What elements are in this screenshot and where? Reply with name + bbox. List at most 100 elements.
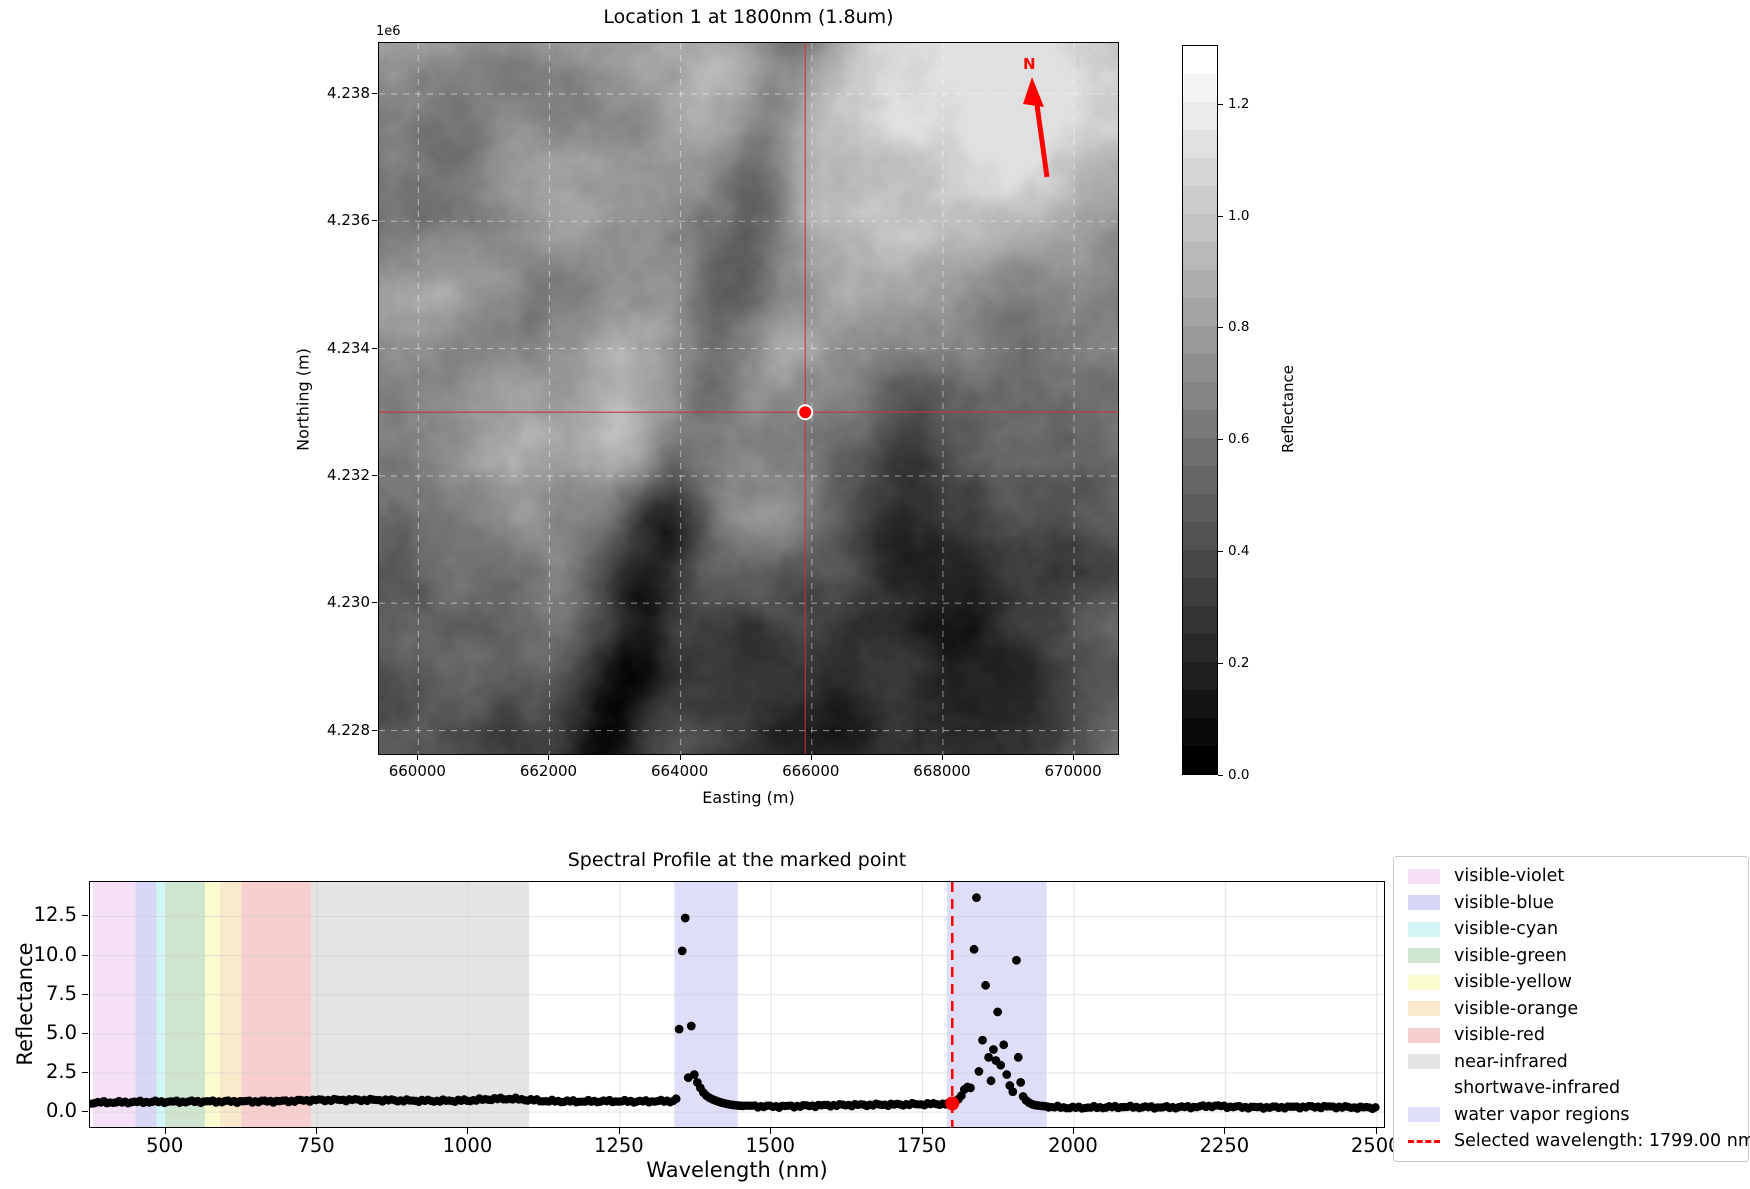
colorbar-label: Reflectance: [1279, 365, 1297, 453]
legend-item-label: near-infrared: [1454, 1051, 1568, 1072]
map-x-tick-mark: [679, 755, 681, 760]
spectral-plot: [89, 881, 1385, 1128]
legend-swatch-icon: [1408, 1001, 1440, 1017]
map-x-tick-mark: [810, 755, 812, 760]
colorbar-tick-label: 0.4: [1228, 543, 1250, 560]
map-y-tick-label: 4.228: [327, 720, 370, 739]
map-grayscale-image: [379, 43, 1118, 754]
colorbar-tick-mark: [1218, 551, 1223, 553]
band-near-infrared: [311, 882, 530, 1127]
spectral-x-tick-mark: [467, 1128, 469, 1134]
colorbar-tick-mark: [1218, 775, 1223, 776]
legend-item: visible-cyan: [1394, 916, 1748, 943]
map-x-tick-label: 660000: [388, 762, 446, 780]
spectral-ylabel: Reflectance: [13, 942, 37, 1066]
legend-item-label: visible-cyan: [1454, 919, 1559, 940]
legend-item: water vapor regions: [1394, 1102, 1748, 1129]
map-y-tick-label: 4.234: [327, 338, 370, 357]
legend-item: visible-blue: [1394, 890, 1748, 917]
spectral-x-tick-label: 2000: [1048, 1134, 1098, 1157]
legend-item-label: visible-violet: [1454, 866, 1565, 887]
map-x-tick-mark: [548, 755, 550, 760]
map-gridlines: [379, 43, 1118, 754]
spectral-gridlines: [90, 882, 1384, 1127]
legend-dashed-line-icon: [1408, 1139, 1440, 1143]
spectral-y-tick-mark: [82, 1071, 88, 1073]
legend-item: visible-green: [1394, 943, 1748, 970]
map-y-tick-mark: [372, 729, 377, 731]
spectral-y-tick-label: 5.0: [45, 1020, 77, 1044]
spectral-x-tick-label: 2250: [1199, 1134, 1250, 1157]
colorbar-tick-label: 0.0: [1228, 767, 1250, 783]
legend-item-label: visible-green: [1454, 945, 1567, 966]
legend-item-label: water vapor regions: [1454, 1104, 1630, 1125]
north-label: N: [1023, 55, 1036, 73]
legend-item: visible-yellow: [1394, 969, 1748, 996]
band-water-vapor-regions: [674, 882, 738, 1127]
selected-point-dot: [945, 1096, 960, 1111]
spectral-y-tick-label: 0.0: [45, 1099, 77, 1123]
band-visible-violet: [93, 882, 136, 1127]
legend-item-label: visible-yellow: [1454, 972, 1572, 993]
band-visible-green: [165, 882, 206, 1127]
map-image-plot: N: [378, 42, 1119, 755]
map-y-offset-label: 1e6: [376, 24, 401, 39]
spectral-x-tick-label: 1000: [442, 1134, 493, 1157]
map-overlay: N: [379, 43, 1118, 754]
map-xlabel: Easting (m): [702, 788, 795, 807]
marker-crosshair: [379, 43, 1118, 754]
colorbar-tick-mark: [1218, 215, 1223, 217]
map-x-tick-mark: [417, 755, 419, 760]
colorbar: [1182, 45, 1218, 775]
spectral-title: Spectral Profile at the marked point: [567, 849, 907, 871]
map-x-tick-label: 662000: [519, 762, 578, 780]
map-title: Location 1 at 1800nm (1.8um): [603, 6, 894, 28]
map-y-tick-mark: [372, 474, 377, 476]
spectral-y-tick-mark: [82, 915, 88, 917]
spectral-x-tick-mark: [1375, 1128, 1377, 1134]
legend-item-label: visible-red: [1454, 1025, 1545, 1046]
band-visible-red: [241, 882, 312, 1127]
legend-item: Selected wavelength: 1799.00 nm: [1394, 1128, 1750, 1155]
colorbar-tick-label: 0.6: [1228, 431, 1250, 448]
colorbar-tick-label: 1.2: [1228, 95, 1250, 112]
legend-item-label: Selected wavelength: 1799.00 nm: [1454, 1131, 1750, 1152]
colorbar-tick-label: 0.2: [1228, 655, 1250, 672]
wavelength-bands: [93, 882, 1377, 1127]
band-visible-orange: [220, 882, 242, 1127]
map-y-tick-mark: [372, 220, 377, 222]
map-y-tick-label: 4.238: [327, 83, 370, 102]
spectral-x-tick-label: 2500: [1350, 1134, 1401, 1157]
spectral-x-tick-label: 1250: [594, 1134, 644, 1157]
spectral-y-tick-mark: [82, 1032, 88, 1034]
map-x-tick-label: 664000: [651, 762, 709, 780]
legend-swatch-icon: [1408, 1080, 1440, 1096]
map-x-tick-mark: [941, 755, 943, 760]
spectral-y-tick-label: 2.5: [45, 1059, 77, 1083]
map-y-tick-mark: [372, 602, 377, 604]
legend-item: visible-red: [1394, 1022, 1748, 1049]
map-ylabel: Northing (m): [293, 348, 313, 451]
spectral-x-tick-mark: [1224, 1128, 1226, 1134]
legend-swatch-icon: [1408, 1107, 1440, 1123]
spectral-x-tick-mark: [770, 1128, 772, 1134]
map-y-tick-label: 4.230: [327, 593, 370, 612]
legend-swatch-icon: [1408, 868, 1440, 884]
map-y-tick-label: 4.232: [327, 465, 370, 484]
north-arrow-icon: N: [1023, 55, 1050, 178]
map-x-tick-mark: [1073, 755, 1075, 760]
colorbar-tick-mark: [1218, 439, 1223, 441]
map-x-tick-label: 666000: [782, 762, 840, 780]
spectral-plot-svg: [90, 882, 1384, 1127]
spectral-y-tick-label: 7.5: [45, 981, 77, 1005]
spectral-y-tick-label: 10.0: [33, 942, 77, 966]
spectral-x-tick-mark: [164, 1128, 166, 1134]
legend-swatch-icon: [1408, 948, 1440, 964]
spectral-x-tick-mark: [1072, 1128, 1074, 1134]
spectral-xlabel: Wavelength (nm): [646, 1158, 828, 1182]
legend-swatch-icon: [1408, 895, 1440, 911]
legend-swatch-icon: [1408, 921, 1440, 937]
spectral-y-tick-mark: [82, 954, 88, 956]
colorbar-tick-mark: [1218, 663, 1223, 665]
band-visible-yellow: [205, 882, 221, 1127]
